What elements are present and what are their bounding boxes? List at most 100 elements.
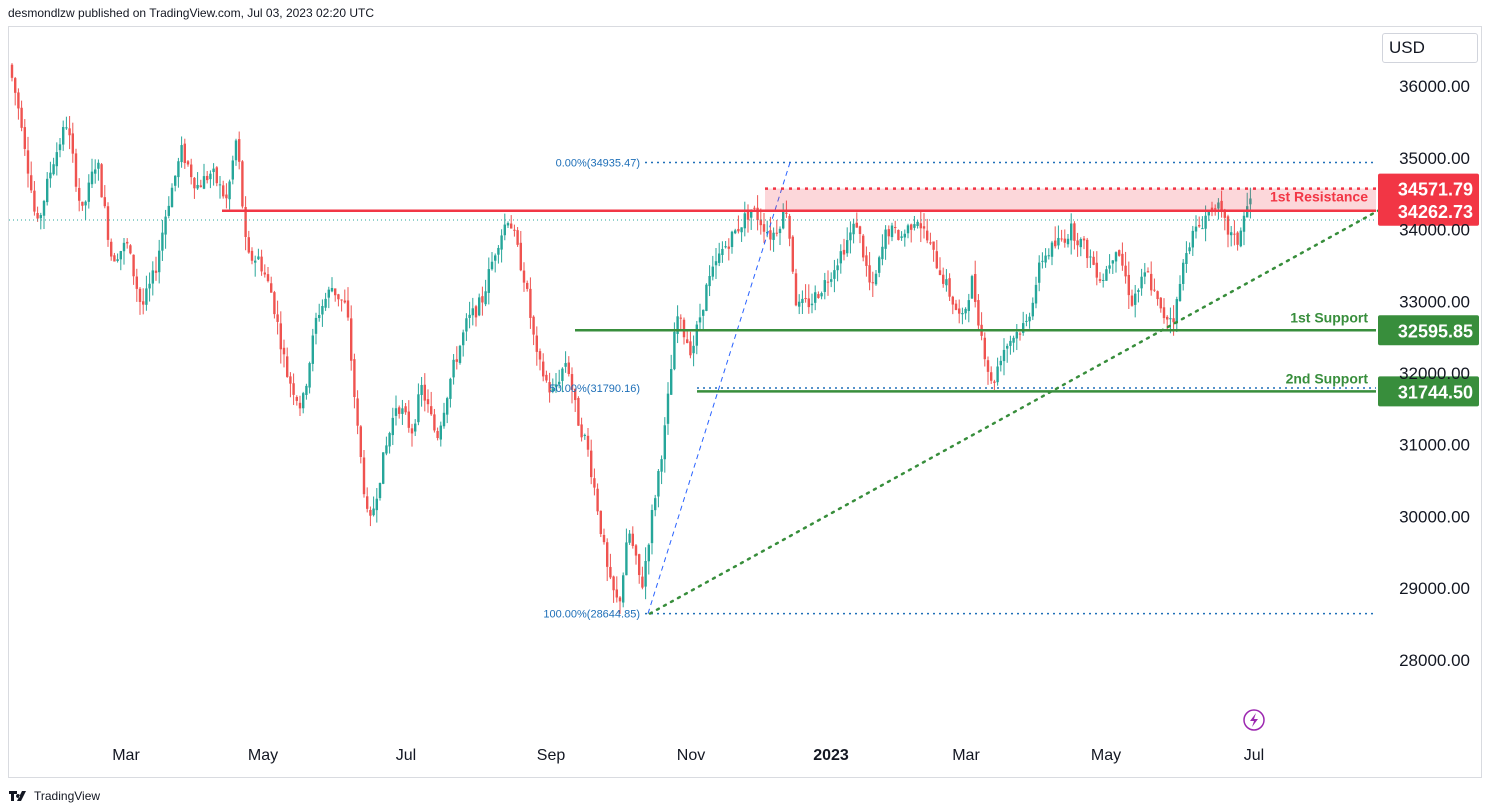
fib-trend-line[interactable] (647, 162, 791, 614)
candle-body (167, 205, 170, 216)
candle-body (721, 248, 724, 256)
time-tick-label: May (1091, 747, 1121, 764)
price-badge (1378, 195, 1479, 226)
candle-body (327, 289, 330, 298)
candle-body (442, 412, 446, 427)
time-tick-label: Sep (537, 747, 566, 764)
candle-body (471, 308, 474, 316)
candle-body (724, 246, 727, 248)
candle-body (154, 270, 158, 273)
candle-body (609, 566, 612, 578)
candle-body (30, 175, 33, 191)
candle-body (308, 363, 311, 388)
candle-body (1063, 238, 1066, 243)
candle-body (1031, 302, 1034, 317)
candle-body (702, 309, 705, 316)
candle-body (906, 225, 910, 234)
candle-body (516, 230, 519, 245)
candle-body (903, 233, 906, 238)
candle-body (535, 335, 538, 352)
candle-body (414, 423, 417, 432)
candle-body (842, 249, 846, 255)
resistance-label: 1st Resistance (1270, 189, 1368, 205)
candle-body (746, 211, 750, 220)
candle-body (161, 232, 164, 251)
time-tick-label: Nov (677, 747, 705, 764)
candle-body (708, 276, 711, 287)
candle-body (36, 213, 39, 219)
candle-body (743, 213, 746, 229)
price-badge-value: 34262.73 (1398, 202, 1473, 222)
price-tick-label: 31000.00 (1399, 436, 1470, 455)
candle-body (926, 230, 929, 241)
candle-body (622, 575, 625, 603)
candle-body (1002, 349, 1006, 362)
candle-body (334, 288, 337, 296)
lightning-icon[interactable] (1243, 709, 1265, 731)
candle-body (1188, 247, 1191, 252)
candle-body (260, 256, 263, 272)
candle-body (1073, 223, 1076, 241)
chart-frame[interactable] (8, 26, 1482, 778)
candle-body (1143, 272, 1146, 277)
candle-body (206, 175, 209, 181)
candle-body (202, 176, 206, 189)
price-tick-label: 34000.00 (1399, 221, 1470, 240)
candle-body (740, 227, 743, 233)
candle-body (17, 92, 20, 109)
candle-body (39, 215, 42, 219)
candle-body (68, 128, 71, 136)
candle-body (1130, 295, 1134, 306)
price-badge-value: 32595.85 (1398, 321, 1473, 341)
candle-body (1086, 239, 1089, 259)
candle-body (359, 426, 362, 457)
candle-body (596, 488, 599, 512)
candle-body (1182, 262, 1185, 284)
candle-body (942, 274, 945, 284)
candle-body (967, 300, 970, 311)
candle-body (263, 272, 266, 275)
candle-body (849, 232, 852, 241)
candle-body (388, 433, 391, 447)
candle-body (46, 178, 49, 203)
candle-body (993, 381, 996, 383)
candle-body (346, 300, 350, 318)
currency-selector[interactable]: USD (1382, 33, 1478, 63)
candle-body (1201, 228, 1204, 230)
support-trendline[interactable] (648, 209, 1380, 615)
candle-body (1124, 265, 1127, 277)
candle-body (385, 445, 388, 454)
candle-body (33, 190, 36, 212)
candle-body (570, 374, 574, 390)
candle-body (580, 424, 583, 438)
candle-body (1041, 260, 1044, 262)
candle-body (999, 360, 1002, 366)
candle-body (180, 145, 183, 163)
candle-body (209, 173, 212, 180)
candle-body (769, 230, 772, 240)
price-badge-value: 31744.50 (1398, 382, 1473, 402)
candle-body (612, 576, 615, 591)
candle-body (449, 378, 452, 399)
candle-body (228, 181, 231, 200)
candle-body (945, 279, 948, 286)
price-tick-label: 35000.00 (1399, 149, 1470, 168)
candle-body (938, 270, 942, 276)
candle-body (478, 297, 481, 316)
candle-body (986, 360, 990, 372)
resistance-zone[interactable] (765, 188, 1376, 211)
candle-body (1118, 250, 1121, 256)
candle-body (878, 257, 881, 273)
candle-body (538, 351, 542, 360)
candle-body (417, 394, 420, 423)
support-label-1: 1st Support (1290, 309, 1368, 325)
candle-body (391, 417, 394, 436)
candle-body (1191, 230, 1194, 248)
candle-body (785, 212, 788, 214)
candle-body (682, 319, 686, 338)
candle-body (452, 359, 455, 378)
candle-body (254, 260, 257, 263)
candle-body (1137, 290, 1140, 293)
candle-body (874, 273, 878, 285)
